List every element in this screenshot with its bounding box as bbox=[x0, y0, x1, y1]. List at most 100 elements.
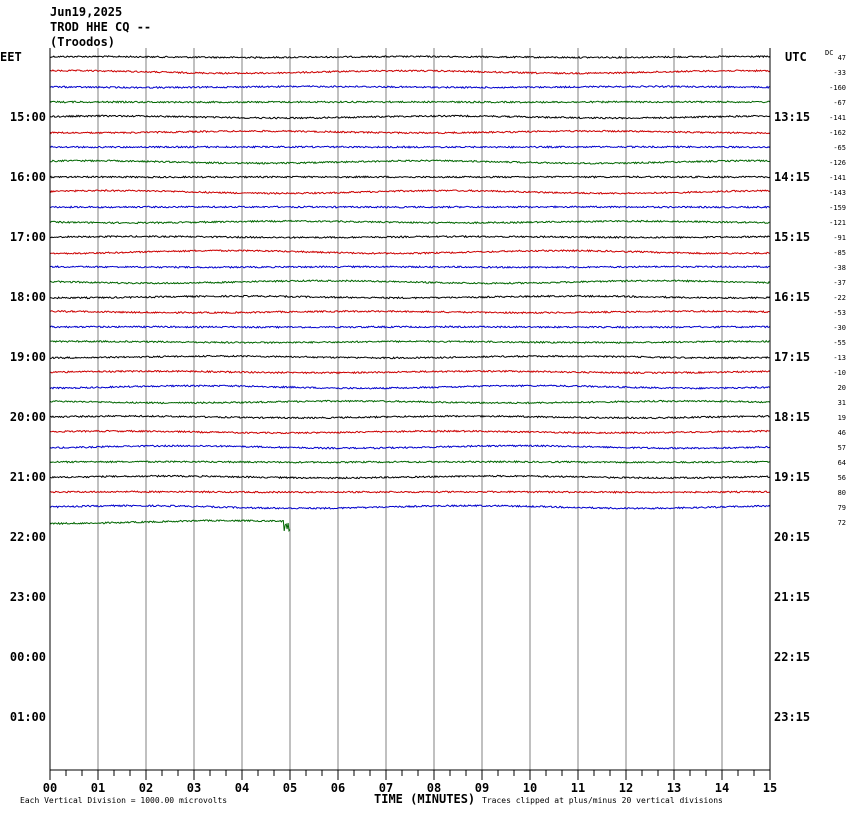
x-tick-label: 12 bbox=[619, 781, 633, 795]
right-time-label: 19:15 bbox=[774, 470, 810, 484]
trace-line bbox=[50, 309, 771, 315]
left-time-label: 18:00 bbox=[10, 290, 46, 304]
dc-offset-label: 47 bbox=[838, 54, 846, 62]
dc-offset-label: 72 bbox=[838, 519, 846, 527]
right-time-label: 20:15 bbox=[774, 530, 810, 544]
dc-offset-label: -143 bbox=[829, 189, 846, 197]
x-tick-label: 05 bbox=[283, 781, 297, 795]
x-tick-label: 06 bbox=[331, 781, 345, 795]
trace-line bbox=[49, 129, 771, 135]
trace-line bbox=[49, 69, 771, 75]
right-time-label: 13:15 bbox=[774, 110, 810, 124]
trace-line bbox=[49, 444, 771, 450]
dc-offset-label: 31 bbox=[838, 399, 846, 407]
trace-line bbox=[49, 384, 771, 390]
x-tick-label: 14 bbox=[715, 781, 729, 795]
left-time-label: 00:00 bbox=[10, 650, 46, 664]
trace-line bbox=[49, 249, 771, 255]
trace-line bbox=[49, 325, 771, 329]
trace-line bbox=[50, 490, 771, 494]
trace-line bbox=[49, 234, 771, 239]
trace-line bbox=[49, 100, 771, 104]
x-tick-label: 15 bbox=[763, 781, 777, 795]
right-time-label: 14:15 bbox=[774, 170, 810, 184]
trace-line bbox=[49, 414, 770, 420]
x-tick-label: 01 bbox=[91, 781, 105, 795]
dc-offset-label: 57 bbox=[838, 444, 846, 452]
right-timezone-label: UTC bbox=[785, 50, 807, 64]
dc-offset-label: -159 bbox=[829, 204, 846, 212]
x-tick-label: 08 bbox=[427, 781, 441, 795]
date-label: Jun19,2025 bbox=[50, 5, 123, 19]
dc-label: DC bbox=[825, 49, 834, 57]
trace-line bbox=[49, 219, 771, 225]
dc-offset-label: -141 bbox=[829, 174, 846, 182]
trace-line bbox=[49, 189, 771, 195]
right-time-label: 15:15 bbox=[774, 230, 810, 244]
trace-line bbox=[49, 294, 771, 300]
dc-offset-label: 64 bbox=[838, 459, 846, 467]
left-time-label: 21:00 bbox=[10, 470, 46, 484]
clip-note: Traces clipped at plus/minus 20 vertical… bbox=[482, 796, 723, 805]
trace-line bbox=[49, 399, 771, 405]
location-label: (Troodos) bbox=[50, 35, 116, 49]
x-tick-label: 02 bbox=[139, 781, 153, 795]
minute-grid bbox=[97, 48, 723, 770]
trace-line bbox=[49, 429, 771, 435]
trace-line bbox=[49, 159, 771, 165]
left-time-label: 01:00 bbox=[10, 710, 46, 724]
trace-line bbox=[49, 460, 770, 464]
x-axis-title: TIME (MINUTES) bbox=[374, 792, 476, 806]
dc-offset-label: -162 bbox=[829, 129, 846, 137]
dc-offset-label: -22 bbox=[833, 294, 846, 302]
plot-axes bbox=[49, 48, 771, 780]
station-label: TROD HHE CQ -- bbox=[50, 20, 152, 34]
trace-line bbox=[49, 145, 771, 149]
dc-offset-label: -85 bbox=[833, 249, 846, 257]
scale-note: Each Vertical Division = 1000.00 microvo… bbox=[20, 796, 228, 805]
trace-line bbox=[50, 369, 771, 375]
trace-line bbox=[49, 279, 771, 285]
x-tick-label: 07 bbox=[379, 781, 393, 795]
trace-line bbox=[49, 504, 771, 510]
right-time-label: 21:15 bbox=[774, 590, 810, 604]
dc-offset-label: 56 bbox=[838, 474, 846, 482]
x-tick-label: 09 bbox=[475, 781, 489, 795]
left-time-label: 19:00 bbox=[10, 350, 46, 364]
left-time-label: 17:00 bbox=[10, 230, 46, 244]
seismic-traces bbox=[49, 55, 771, 533]
dc-offset-label: -38 bbox=[833, 264, 846, 272]
dc-offset-label: -141 bbox=[829, 114, 846, 122]
axis-labels: 00 01 02 03 04 05 06 07 08 09 10 11 12 13 14 15 15:00 16:… bbox=[10, 54, 846, 795]
trace-line bbox=[49, 265, 770, 269]
left-time-label: 20:00 bbox=[10, 410, 46, 424]
left-time-label: 22:00 bbox=[10, 530, 46, 544]
right-time-label: 23:15 bbox=[774, 710, 810, 724]
x-tick-label: 00 bbox=[43, 781, 57, 795]
left-time-label: 15:00 bbox=[10, 110, 46, 124]
trace-line bbox=[49, 519, 291, 533]
trace-line bbox=[49, 474, 771, 480]
dc-offset-label: -30 bbox=[833, 324, 846, 332]
dc-offset-label: -126 bbox=[829, 159, 846, 167]
dc-offset-label: 80 bbox=[838, 489, 846, 497]
dc-offset-label: -121 bbox=[829, 219, 846, 227]
dc-offset-label: -91 bbox=[833, 234, 846, 242]
right-time-label: 22:15 bbox=[774, 650, 810, 664]
dc-offset-label: -55 bbox=[833, 339, 846, 347]
trace-line bbox=[49, 175, 771, 179]
x-tick-label: 11 bbox=[571, 781, 585, 795]
dc-offset-label: -160 bbox=[829, 84, 846, 92]
left-timezone-label: EET bbox=[0, 50, 22, 64]
trace-line bbox=[49, 114, 771, 120]
left-time-label: 16:00 bbox=[10, 170, 46, 184]
x-tick-label: 04 bbox=[235, 781, 249, 795]
trace-line bbox=[49, 55, 771, 60]
x-tick-label: 13 bbox=[667, 781, 681, 795]
dc-offset-label: -65 bbox=[833, 144, 846, 152]
right-time-label: 18:15 bbox=[774, 410, 810, 424]
dc-offset-label: 79 bbox=[838, 504, 846, 512]
right-time-label: 16:15 bbox=[774, 290, 810, 304]
dc-offset-label: 46 bbox=[838, 429, 846, 437]
